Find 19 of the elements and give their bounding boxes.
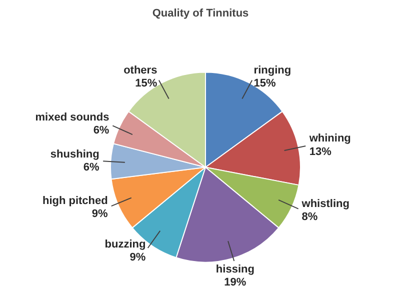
slice-label: ringing — [254, 64, 292, 76]
data-label: 15% — [135, 78, 158, 90]
slice-label: shushing — [50, 148, 100, 160]
slice-label: whistling — [300, 198, 350, 210]
data-label: 6% — [93, 124, 110, 137]
slice-label: high pitched — [42, 194, 108, 207]
slice-label: mixed sounds — [35, 112, 110, 124]
data-label: 19% — [224, 276, 246, 289]
data-label: 13% — [309, 146, 332, 158]
data-label: 9% — [92, 208, 108, 220]
slice-label: others — [124, 64, 158, 76]
slice-label: buzzing — [104, 238, 146, 250]
chart-title: Quality of Tinnitus — [152, 8, 249, 20]
slice-label: whining — [308, 132, 351, 145]
data-label: 6% — [83, 162, 100, 174]
data-label: 8% — [302, 210, 318, 223]
data-label: 15% — [254, 78, 276, 90]
data-label: 9% — [130, 252, 146, 264]
slice-label: hissing — [216, 263, 254, 276]
